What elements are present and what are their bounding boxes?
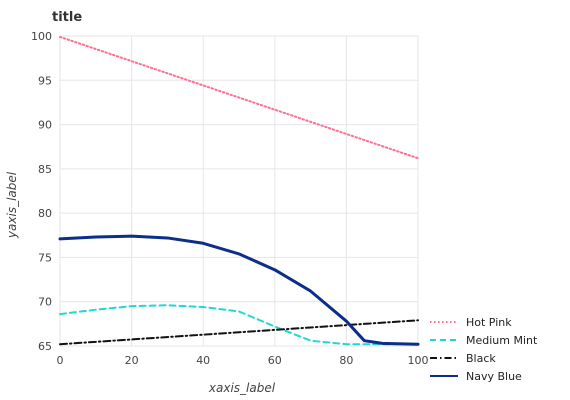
x-axis-title: xaxis_label (208, 381, 276, 395)
legend-label: Black (466, 352, 496, 365)
x-tick-label: 0 (57, 354, 64, 367)
y-tick-label: 85 (38, 163, 52, 176)
legend-label: Medium Mint (466, 334, 538, 347)
legend-label: Navy Blue (466, 370, 522, 383)
y-tick-label: 80 (38, 207, 52, 220)
x-tick-label: 60 (268, 354, 282, 367)
x-tick-label: 80 (339, 354, 353, 367)
x-tick-label: 20 (125, 354, 139, 367)
y-tick-label: 65 (38, 340, 52, 353)
y-tick-label: 70 (38, 296, 52, 309)
grid (59, 35, 419, 347)
x-tick-label: 100 (408, 354, 429, 367)
y-axis-title: yaxis_label (5, 171, 19, 239)
series-line-medium-mint (59, 304, 419, 346)
y-tick-label: 100 (31, 30, 52, 43)
chart-title: title (52, 10, 82, 25)
y-tick-label: 95 (38, 74, 52, 87)
plot-series (58, 35, 420, 346)
series-line-black (59, 319, 419, 346)
series-line-hot-pink (59, 35, 419, 160)
axis-ticks: 65 70 75 80 85 90 95 100 0 20 40 60 80 100 (31, 30, 429, 367)
y-tick-label: 75 (38, 251, 52, 264)
series-line-navy-blue (58, 234, 420, 346)
legend: Hot Pink Medium Mint Black Navy Blue (430, 316, 538, 383)
legend-label: Hot Pink (466, 316, 512, 329)
x-tick-label: 40 (196, 354, 210, 367)
y-tick-label: 90 (38, 119, 52, 132)
